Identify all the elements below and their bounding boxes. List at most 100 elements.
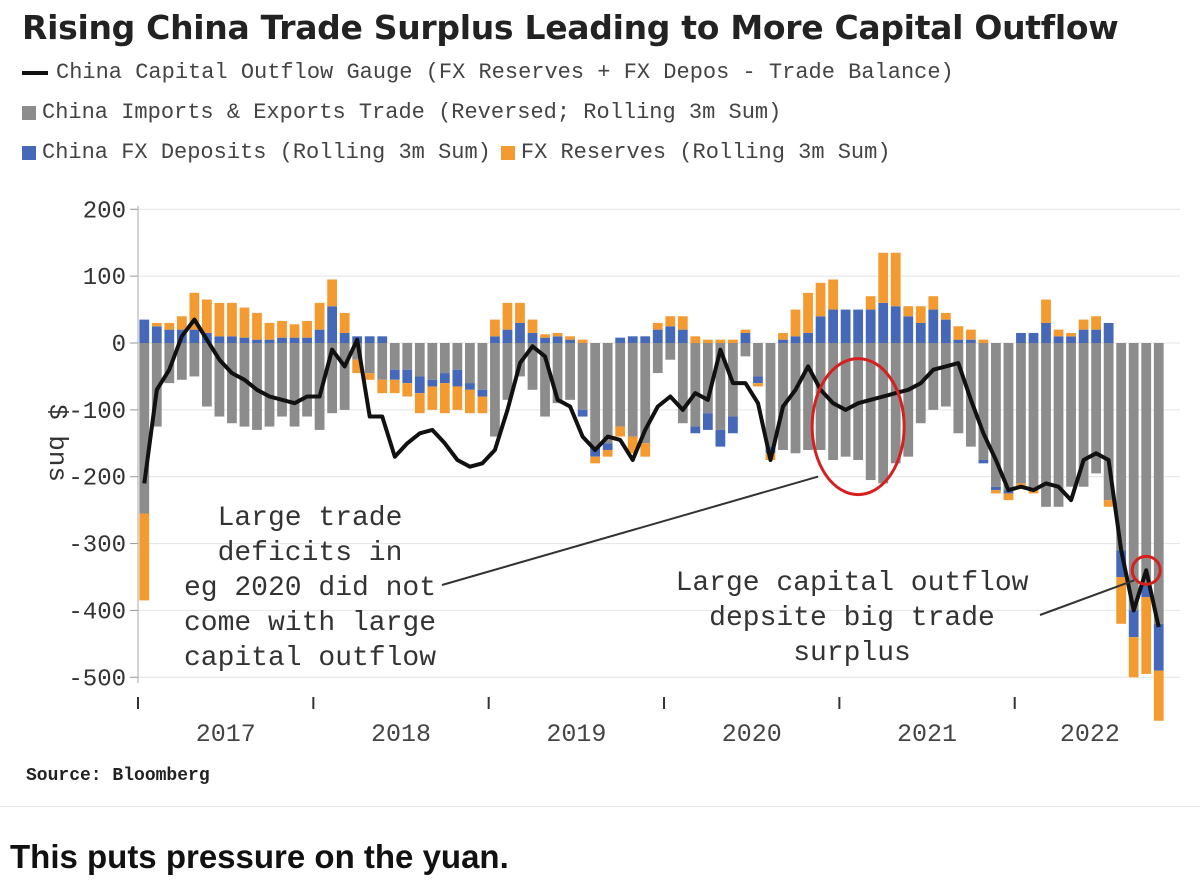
bar-fx-reserves [915,306,926,323]
bar-fx-reserves [690,336,701,343]
bar-fx-deposits [577,409,588,417]
bar-fx-reserves [978,339,989,343]
bar-fx-deposits [940,319,951,343]
bar-trade [740,343,751,357]
bar-fx-reserves [728,339,738,343]
bar-fx-deposits [803,332,813,343]
bar-fx-reserves [828,279,838,310]
bar-fx-reserves [214,302,225,337]
bar-fx-reserves [940,312,951,320]
bar-fx-reserves [665,316,676,327]
bar-fx-deposits [1153,623,1164,671]
bar-trade [702,343,713,414]
y-axis-title: $ bns [42,404,72,482]
bar-fx-reserves [1003,493,1014,501]
bar-fx-deposits [790,336,801,343]
legend-deposits-label: China FX Deposits (Rolling 3m Sum) [42,140,491,165]
bar-fx-deposits [1028,332,1039,343]
annotation-trade-deficit-line: deficits in [218,538,403,569]
bar-fx-reserves [1153,670,1164,721]
bar-fx-reserves [953,326,964,340]
bar-fx-reserves [552,332,563,337]
bar-fx-reserves [903,306,914,317]
bar-fx-reserves [314,302,325,330]
bar-fx-reserves [1116,577,1127,624]
bar-trade [1116,343,1127,551]
bar-trade [252,343,262,430]
bar-fx-deposits [702,413,713,430]
bar-fx-deposits [490,336,500,343]
bar-fx-deposits [439,373,450,384]
bar-trade [339,343,350,410]
bar-trade [552,343,563,404]
bar-trade [189,343,200,377]
annotation-capital-outflow-line: surplus [793,638,911,669]
bar-fx-deposits [715,429,726,447]
bar-trade [991,343,1001,487]
bar-fx-deposits [878,302,889,343]
bar-fx-reserves [339,312,350,333]
bar-fx-deposits [978,460,989,464]
bar-trade [652,343,663,374]
bar-fx-reserves [991,490,1001,494]
bar-fx-reserves [439,383,450,414]
annotation-trade-deficit-line: eg 2020 did not [184,573,436,604]
bar-trade [928,343,939,410]
bar-trade [502,343,513,400]
annotation-pointer [1039,579,1135,616]
bar-fx-reserves [465,389,475,414]
bar-trade [978,343,989,460]
bar-fx-deposits [1128,610,1139,638]
bar-fx-deposits [364,336,375,343]
bar-trade [840,343,851,457]
bar-trade [389,343,400,370]
bar-trade [815,343,826,450]
bar-fx-deposits [728,416,738,434]
bar-trade [865,343,876,481]
bar-fx-deposits [753,376,763,384]
x-tick-label: 2017 [196,720,256,749]
bar-trade [615,343,626,427]
bar-fx-deposits [189,329,200,343]
bar-trade [540,343,550,417]
bar-trade [903,343,914,457]
bar-fx-deposits [928,309,939,343]
bar-fx-reserves [1078,319,1089,330]
bar-fx-reserves [627,436,638,454]
bar-trade [214,343,225,417]
bar-trade [515,343,525,377]
bar-trade [602,343,613,444]
bar-fx-reserves [289,324,300,338]
bar-fx-reserves [1041,299,1051,323]
bar-fx-deposits [677,329,688,343]
legend-trade-swatch [22,105,36,120]
bar-trade [1066,343,1076,487]
bar-trade [202,343,212,407]
bar-fx-deposits [740,332,751,343]
bar-fx-deposits [427,379,438,387]
bar-fx-deposits [339,332,350,343]
bar-fx-reserves [239,307,250,338]
bar-fx-deposits [652,329,663,343]
bar-trade [327,343,338,414]
bar-fx-deposits [164,329,175,343]
bar-fx-deposits [540,337,550,343]
bar-fx-reserves [277,320,287,338]
bar-fx-deposits [552,336,563,343]
bar-fx-reserves [890,252,901,307]
outflow-gauge-line [142,317,1161,628]
bar-trade [565,343,575,400]
bar-trade [289,343,300,427]
bar-fx-reserves [352,359,363,374]
bar-fx-deposits [139,319,150,343]
bar-trade [690,343,701,427]
bar-fx-reserves [414,393,425,414]
bar-trade [427,343,438,380]
bar-fx-deposits [640,336,651,343]
bar-fx-deposits [690,426,701,434]
highlight-circle-2022 [1130,554,1162,586]
bar-trade [715,343,726,430]
bar-fx-deposits [765,446,776,454]
bar-fx-deposits [151,326,162,343]
bar-trade [364,343,375,374]
